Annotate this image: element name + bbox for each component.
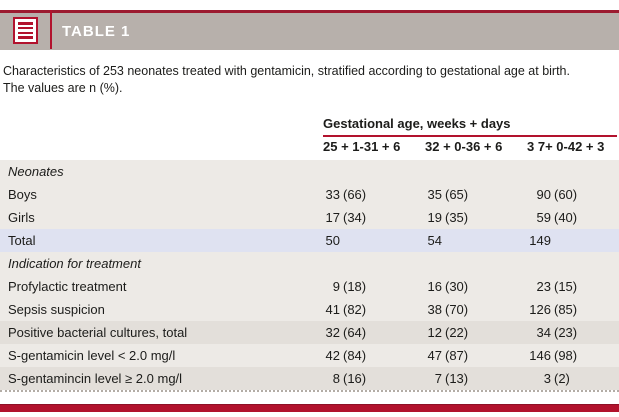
- cell-col2: 47 (87): [427, 348, 469, 363]
- row-label: Sepsis suspicion: [8, 302, 105, 317]
- table-row: Profylactic treatment 9 (18) 16 (30) 23 (15…: [0, 275, 619, 298]
- column-header-3: 3 7+ 0-42 + 3: [527, 139, 605, 154]
- table-row: Neonates: [0, 160, 619, 183]
- cell-col2: 38 (70): [427, 302, 469, 317]
- cell-col3: 146 (98): [529, 348, 578, 363]
- table-lines-icon: [13, 17, 38, 44]
- row-label: S-gentamincin level ≥ 2.0 mg/l: [8, 371, 183, 386]
- cell-col3: 34 (23): [536, 325, 578, 340]
- table-row: S-gentamincin level ≥ 2.0 mg/l 8 (16) 7 (1…: [0, 367, 619, 390]
- cell-col3: 23 (15): [536, 279, 578, 294]
- cell-col1: 8 (16): [332, 371, 367, 386]
- header-top-rule: [0, 10, 619, 13]
- table-title: TABLE 1: [62, 23, 131, 40]
- table-row: S-gentamicin level < 2.0 mg/l 42 (84) 47(…: [0, 344, 619, 367]
- cell-col2: 12 (22): [427, 325, 469, 340]
- row-label-column-spacer: [0, 139, 323, 154]
- row-label: S-gentamicin level < 2.0 mg/l: [8, 348, 176, 363]
- table-caption: Characteristics of 253 neonates treated …: [3, 63, 603, 96]
- title-divider: [50, 10, 52, 49]
- footer-rule: [0, 404, 619, 412]
- row-label: Boys: [8, 187, 37, 202]
- cell-col1: 17 (34): [325, 210, 367, 225]
- cell-col1: 41 (82): [325, 302, 367, 317]
- caption-line-1: Characteristics of 253 neonates treated …: [3, 64, 570, 78]
- column-group-underline: [323, 135, 617, 137]
- cell-col3: 59 (40): [536, 210, 578, 225]
- icon-line: [18, 22, 33, 25]
- icon-line: [18, 36, 33, 39]
- row-label: Neonates: [8, 164, 64, 179]
- cell-col1: 50: [325, 233, 340, 248]
- caption-line-2: The values are n (%).: [3, 80, 123, 95]
- row-label: Girls: [8, 210, 35, 225]
- table-title-bar: TABLE 1: [0, 10, 619, 50]
- column-headers: 25 + 1-31 + 6 32 + 0-36 + 6 3 7+ 0-42 + …: [0, 139, 619, 154]
- cell-col3: 149: [529, 233, 551, 248]
- cell-col2: 16 (30): [427, 279, 469, 294]
- row-label: Indication for treatment: [8, 256, 141, 271]
- table-body: Neonates Boys 33 (66) 35 (65) 90 (60) Girls…: [0, 160, 619, 392]
- row-label: Profylactic treatment: [8, 279, 127, 294]
- table-row: Boys 33 (66) 35 (65) 90 (60): [0, 183, 619, 206]
- icon-line: [18, 31, 33, 35]
- icon-line: [18, 26, 33, 30]
- column-header-2: 32 + 0-36 + 6: [425, 139, 503, 154]
- cell-col1: 42 (84): [325, 348, 367, 363]
- table-row: Indication for treatment: [0, 252, 619, 275]
- cell-col1: 32 (64): [325, 325, 367, 340]
- cell-col3: 3 (2): [543, 371, 570, 386]
- cell-col3: 126 (85): [529, 302, 578, 317]
- cell-col2: 54: [427, 233, 442, 248]
- cell-col3: 90 (60): [536, 187, 578, 202]
- cell-col1: 33 (66): [325, 187, 367, 202]
- column-group-header: Gestational age, weeks + days: [323, 116, 511, 131]
- table-row: Total 50 54 149: [0, 229, 619, 252]
- row-label: Total: [8, 233, 36, 248]
- column-header-1: 25 + 1-31 + 6: [323, 139, 401, 154]
- table-row: Positive bacterial cultures, total 32 (64…: [0, 321, 619, 344]
- table-row: Girls 17 (34) 19 (35) 59 (40): [0, 206, 619, 229]
- row-label: Positive bacterial cultures, total: [8, 325, 188, 340]
- cell-col1: 9 (18): [332, 279, 367, 294]
- cell-col2: 35 (65): [427, 187, 469, 202]
- table-row: Sepsis suspicion 41 (82) 38 (70) 126 (85): [0, 298, 619, 321]
- cell-col2: 19 (35): [427, 210, 469, 225]
- cell-col2: 7 (13): [434, 371, 469, 386]
